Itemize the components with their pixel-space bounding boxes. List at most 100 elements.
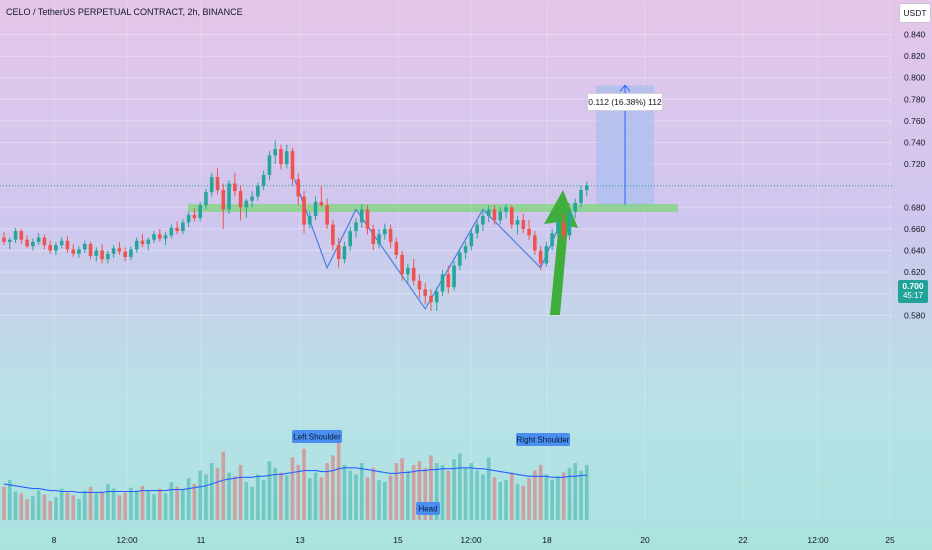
candle-body (561, 222, 566, 236)
candle-body (7, 239, 12, 242)
y-tick-label: 0.780 (904, 94, 926, 104)
volume-bar (169, 482, 174, 520)
neckline-zone[interactable] (188, 204, 678, 213)
volume-bar (544, 474, 549, 520)
candle-body (475, 224, 479, 234)
candle-body (77, 249, 81, 254)
volume-bar (140, 485, 145, 520)
candle-body (152, 234, 156, 240)
candle-body (36, 237, 41, 242)
volume-bar (111, 488, 116, 520)
candle-body (192, 214, 197, 219)
volume-bar (342, 464, 347, 520)
volume-bar (215, 467, 220, 520)
volume-bar (290, 457, 295, 520)
candle-body (117, 248, 122, 252)
candle-body (284, 151, 289, 165)
volume-bar (209, 463, 214, 520)
pattern-labels: Left Shoulder Head Right Shoulder (292, 430, 570, 515)
candle-body (215, 177, 220, 191)
volume-bar (19, 493, 24, 520)
candle-body (273, 148, 277, 156)
x-tick-label: 13 (295, 535, 305, 545)
volume-bar (446, 470, 451, 520)
volume-bar (573, 463, 578, 520)
grid-lines (0, 0, 892, 520)
volume-bar (77, 499, 81, 520)
candle-body (25, 239, 29, 247)
volume-bar (561, 472, 566, 520)
volume-bar (31, 496, 35, 520)
volume-bar (48, 501, 52, 520)
candle-body (509, 207, 514, 225)
volume-bar (36, 490, 41, 520)
volume-bar (538, 464, 543, 520)
x-tick-label: 20 (640, 535, 650, 545)
volume-bar (175, 486, 179, 520)
candle-body (365, 209, 370, 229)
candle-body (319, 201, 324, 206)
candle-body (498, 211, 503, 221)
volume-bar (527, 478, 531, 520)
candle-body (446, 274, 451, 288)
candle-body (417, 280, 422, 290)
volume-bar (163, 493, 168, 520)
candle-body (48, 245, 52, 251)
candle-body (13, 231, 18, 240)
volume-bar (244, 482, 249, 520)
candle-body (556, 222, 560, 234)
volume-moving-average (3, 467, 587, 493)
candle-body (354, 222, 358, 232)
y-tick-label: 0.640 (904, 246, 926, 256)
volume-bar (359, 463, 364, 520)
x-tick-label: 8 (52, 535, 57, 545)
candlesticks (2, 140, 589, 311)
candle-body (59, 240, 64, 246)
candle-body (308, 215, 312, 225)
head-shoulders-pattern[interactable] (293, 179, 571, 310)
candle-body (584, 185, 589, 191)
candle-body (325, 205, 329, 225)
candle-body (88, 244, 93, 256)
pattern-label-bg (516, 433, 570, 446)
x-tick-label: 25 (885, 535, 895, 545)
volume-bar (388, 475, 393, 520)
volume-bar (186, 478, 191, 520)
drawing-overlays (0, 84, 892, 315)
volume-bar (475, 470, 479, 520)
candle-body (19, 231, 24, 240)
volume-bar (65, 492, 70, 520)
candle-body (267, 155, 272, 175)
y-tick-label: 0.620 (904, 267, 926, 277)
candle-body (492, 209, 497, 221)
volume-bar (429, 455, 433, 520)
candle-body (331, 224, 335, 246)
x-tick-label: 18 (542, 535, 552, 545)
candle-body (233, 183, 237, 192)
volume-bar (481, 474, 485, 520)
volume-bar (550, 480, 554, 520)
candle-body (469, 233, 474, 247)
candle-body (279, 148, 283, 165)
candle-body (129, 249, 133, 257)
volume-bar (325, 463, 329, 520)
x-tick-label: 11 (197, 535, 206, 545)
volume-bar (192, 483, 197, 520)
y-tick-label: 0.840 (904, 30, 926, 40)
currency-selector[interactable]: USDT (899, 3, 931, 23)
candle-body (440, 274, 445, 292)
candle-body (256, 185, 260, 197)
volume-bar (319, 477, 324, 520)
candle-body (94, 250, 99, 256)
volume-bar (336, 429, 341, 520)
candle-body (383, 228, 387, 235)
volume-bar (313, 472, 318, 520)
volume-bar (250, 486, 254, 520)
volume-bar (498, 482, 503, 520)
candle-body (336, 245, 341, 260)
volume-bar (117, 495, 122, 520)
volume-bar (273, 467, 277, 520)
volume-bar (567, 467, 572, 520)
volume-bar (515, 483, 520, 520)
